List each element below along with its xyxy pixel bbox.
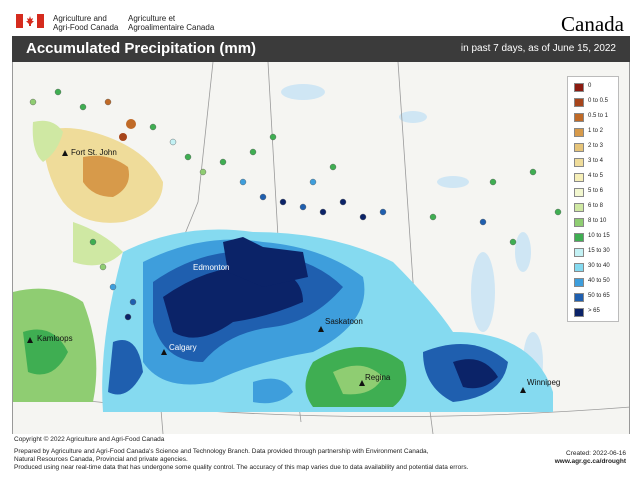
legend-label: 4 to 5 — [588, 173, 604, 179]
city-label-calgary: Calgary — [169, 343, 197, 352]
legend-label: 40 to 50 — [588, 278, 610, 284]
city-label-saskatoon: Saskatoon — [325, 317, 363, 326]
wet-region — [102, 229, 554, 412]
legend-label: 10 to 15 — [588, 233, 610, 239]
legend-item: 15 to 30 — [574, 247, 620, 258]
precipitation-map — [13, 62, 629, 434]
city-marker-winnipeg — [520, 387, 526, 393]
legend-label: 0 to 0.5 — [588, 98, 609, 104]
legend-item: 0 — [574, 82, 620, 93]
legend-label: 50 to 65 — [588, 293, 610, 299]
legend-swatch — [574, 143, 584, 152]
legend-item: 1 to 2 — [574, 127, 620, 138]
city-marker-calgary — [161, 349, 167, 355]
agency-name-french: Agriculture et Agroalimentaire Canada — [128, 14, 238, 32]
legend-swatch — [574, 158, 584, 167]
legend-label: 30 to 40 — [588, 263, 610, 269]
legend-label: 3 to 4 — [588, 158, 604, 164]
city-label-winnipeg: Winnipeg — [527, 378, 561, 387]
legend-swatch — [574, 308, 584, 317]
legend-swatch — [574, 128, 584, 137]
legend-item: 50 to 65 — [574, 292, 620, 303]
legend-label: 8 to 10 — [588, 218, 607, 224]
legend-swatch — [574, 248, 584, 257]
legend-item: 0.5 to 1 — [574, 112, 620, 123]
legend-label: 6 to 8 — [588, 203, 604, 209]
dry-region — [32, 119, 163, 266]
legend-label: 0 — [588, 83, 592, 89]
agency-fr-line2: Agroalimentaire Canada — [128, 23, 215, 32]
legend-label: 0.5 to 1 — [588, 113, 609, 119]
legend-label: 2 to 3 — [588, 143, 604, 149]
city-marker-fort-st-john — [62, 150, 68, 156]
legend-swatch — [574, 203, 584, 212]
source-url: www.agr.gc.ca/drought — [554, 458, 626, 465]
legend-swatch — [574, 263, 584, 272]
legend-swatch — [574, 188, 584, 197]
copyright-notice: Copyright © 2022 Agriculture and Agri-Fo… — [14, 436, 165, 443]
station-dots — [29, 88, 562, 321]
credits-text: Prepared by Agriculture and Agri-Food Ca… — [14, 448, 514, 472]
map-area: Fort St. John Edmonton Kamloops Calgary … — [12, 62, 630, 434]
legend-swatch — [574, 233, 584, 242]
agency-en-line1: Agriculture and — [53, 14, 107, 23]
credits-line3: Produced using near real-time data that … — [14, 464, 469, 471]
legend-swatch — [574, 98, 584, 107]
city-marker-regina — [359, 380, 365, 386]
legend-swatch — [574, 278, 584, 287]
legend-item: 4 to 5 — [574, 172, 620, 183]
bc-region — [13, 288, 97, 402]
canada-wordmark: Canada — [561, 12, 624, 36]
created-date: Created: 2022-06-16 — [566, 450, 626, 457]
city-marker-saskatoon — [318, 326, 324, 332]
legend-item: 6 to 8 — [574, 202, 620, 213]
legend-item: 10 to 15 — [574, 232, 620, 243]
legend-label: 1 to 2 — [588, 128, 604, 134]
agency-fr-line1: Agriculture et — [128, 14, 176, 23]
legend-item: 2 to 3 — [574, 142, 620, 153]
map-title: Accumulated Precipitation (mm) — [26, 40, 257, 57]
legend-label: 15 to 30 — [588, 248, 610, 254]
legend-item: 40 to 50 — [574, 277, 620, 288]
agency-en-line2: Agri-Food Canada — [53, 23, 119, 32]
city-label-edmonton: Edmonton — [193, 263, 230, 272]
title-bar: Accumulated Precipitation (mm) in past 7… — [12, 36, 630, 62]
legend-label: > 65 — [588, 308, 600, 314]
agency-name-english: Agriculture and Agri-Food Canada — [53, 14, 133, 32]
city-label-kamloops: Kamloops — [37, 334, 73, 343]
header: Agriculture and Agri-Food Canada Agricul… — [0, 0, 640, 36]
city-label-fort-st-john: Fort St. John — [71, 148, 117, 157]
legend-item: 5 to 6 — [574, 187, 620, 198]
legend-swatch — [574, 218, 584, 227]
legend-item: > 65 — [574, 307, 620, 318]
legend: 0 0 to 0.5 0.5 to 1 1 to 2 2 to 3 3 to 4 4 to … — [567, 76, 619, 322]
legend-label: 5 to 6 — [588, 188, 604, 194]
legend-swatch — [574, 83, 584, 92]
credits-line1: Prepared by Agriculture and Agri-Food Ca… — [14, 448, 429, 455]
city-marker-kamloops — [27, 337, 33, 343]
legend-item: 8 to 10 — [574, 217, 620, 228]
city-label-regina: Regina — [365, 373, 391, 382]
legend-swatch — [574, 293, 584, 302]
canada-flag-icon — [16, 14, 44, 28]
legend-item: 30 to 40 — [574, 262, 620, 273]
map-subtitle: in past 7 days, as of June 15, 2022 — [460, 43, 616, 54]
legend-item: 0 to 0.5 — [574, 97, 620, 108]
legend-swatch — [574, 113, 584, 122]
credits-line2: Natural Resources Canada, Provincial and… — [14, 456, 188, 463]
legend-swatch — [574, 173, 584, 182]
legend-item: 3 to 4 — [574, 157, 620, 168]
